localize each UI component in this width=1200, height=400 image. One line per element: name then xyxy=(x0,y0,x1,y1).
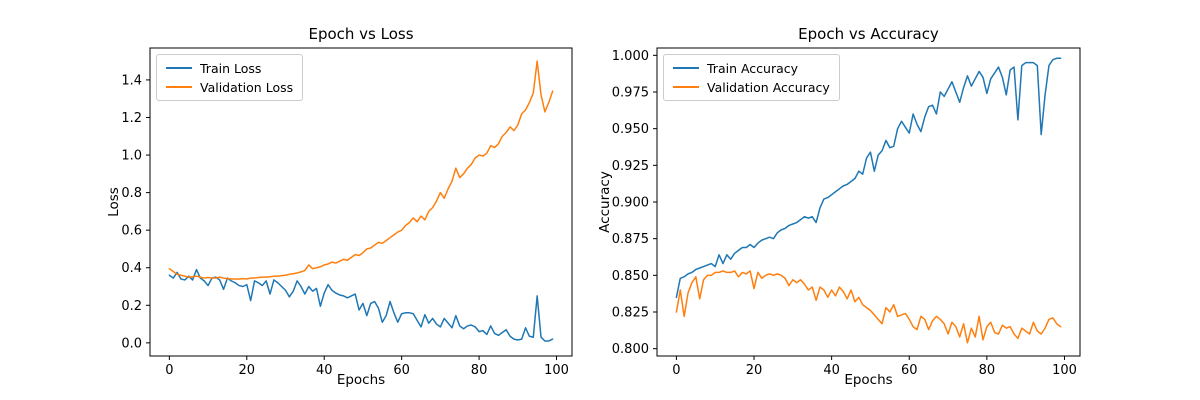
accuracy-legend-label: Validation Accuracy xyxy=(707,79,830,95)
accuracy-y-tick-label: 1.000 xyxy=(612,49,649,64)
accuracy-legend-line-swatch xyxy=(673,67,699,69)
accuracy-chart-title: Epoch vs Accuracy xyxy=(798,25,939,43)
loss-x-tick-label: 80 xyxy=(471,363,488,378)
loss-y-tick-label: 1.2 xyxy=(121,111,142,126)
accuracy-x-tick-label: 100 xyxy=(1052,363,1077,378)
loss-x-tick-label: 100 xyxy=(544,363,569,378)
loss-yaxis-label: Loss xyxy=(106,187,122,217)
loss-legend-item: Train Loss xyxy=(166,60,293,76)
accuracy-x-tick-label: 80 xyxy=(979,363,996,378)
accuracy-axes-frame xyxy=(656,47,1081,357)
loss-legend-label: Train Loss xyxy=(200,60,262,76)
loss-x-tick-label: 40 xyxy=(316,363,333,378)
loss-x-tick-label: 60 xyxy=(393,363,410,378)
loss-y-tick-label: 0.4 xyxy=(121,261,142,276)
accuracy-validation-accuracy-line xyxy=(675,270,1062,344)
accuracy-x-tick-label: 40 xyxy=(823,363,840,378)
accuracy-legend: Train Accuracy Validation Accuracy xyxy=(663,54,840,101)
loss-legend-line-swatch xyxy=(166,67,192,69)
loss-axes-frame xyxy=(149,47,573,357)
accuracy-y-tick-label: 0.825 xyxy=(612,306,649,321)
loss-y-tick-label: 0.6 xyxy=(121,224,142,239)
accuracy-y-tick-label: 0.850 xyxy=(612,269,649,284)
accuracy-yaxis-label: Accuracy xyxy=(597,171,613,233)
loss-legend-line-swatch xyxy=(166,86,192,88)
loss-xaxis-label: Epochs xyxy=(336,372,386,388)
loss-y-tick-label: 1.0 xyxy=(121,149,142,164)
accuracy-y-tick-label: 0.975 xyxy=(612,86,649,101)
accuracy-legend-item: Train Accuracy xyxy=(673,60,830,76)
accuracy-xaxis-label: Epochs xyxy=(844,372,893,388)
accuracy-y-tick-label: 0.875 xyxy=(612,232,649,247)
loss-legend: Train Loss Validation Loss xyxy=(156,54,304,101)
accuracy-legend-item: Validation Accuracy xyxy=(673,79,830,95)
loss-y-tick-label: 0.2 xyxy=(121,299,142,314)
accuracy-legend-label: Train Accuracy xyxy=(707,60,799,76)
accuracy-x-tick-label: 20 xyxy=(746,363,763,378)
loss-legend-label: Validation Loss xyxy=(200,79,294,95)
loss-x-tick-label: 0 xyxy=(165,363,173,378)
loss-y-tick-label: 1.4 xyxy=(121,73,142,88)
accuracy-x-tick-label: 0 xyxy=(672,363,680,378)
accuracy-y-tick-label: 0.900 xyxy=(612,196,649,211)
accuracy-y-tick-label: 0.925 xyxy=(612,159,649,174)
loss-train-loss-line xyxy=(168,268,554,342)
accuracy-legend-line-swatch xyxy=(673,86,699,88)
loss-y-tick-label: 0.0 xyxy=(121,336,142,351)
accuracy-y-tick-label: 0.800 xyxy=(612,342,649,357)
loss-chart-title: Epoch vs Loss xyxy=(308,25,414,43)
accuracy-y-tick-label: 0.950 xyxy=(612,122,649,137)
accuracy-train-accuracy-line xyxy=(675,57,1062,299)
loss-x-tick-label: 20 xyxy=(239,363,256,378)
loss-legend-item: Validation Loss xyxy=(166,79,293,95)
loss-validation-loss-line xyxy=(168,60,554,280)
loss-y-tick-label: 0.8 xyxy=(121,186,142,201)
accuracy-x-tick-label: 60 xyxy=(901,363,918,378)
